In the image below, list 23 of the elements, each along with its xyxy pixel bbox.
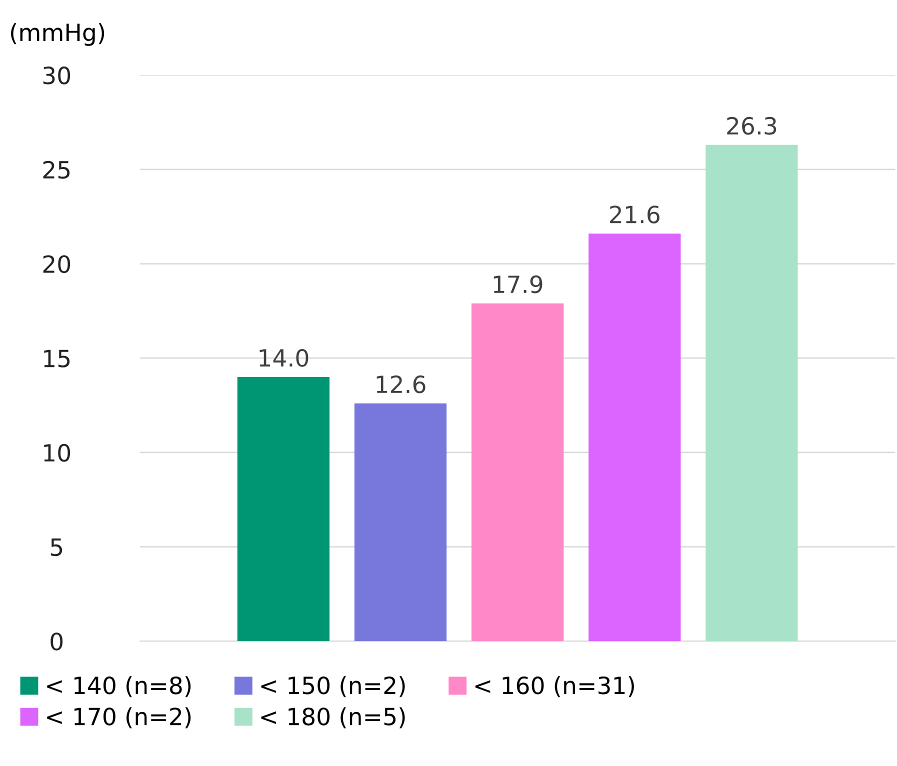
bar	[471, 303, 564, 642]
y-tick-label: 25	[43, 160, 70, 179]
legend-label: < 180 (n=5)	[261, 707, 405, 728]
legend-label: < 160 (n=31)	[475, 676, 634, 698]
y-tick-label: 20	[43, 255, 70, 274]
data-label: 12.6	[376, 375, 426, 394]
legend-label: < 150 (n=2)	[261, 676, 405, 698]
data-label: 17.9	[494, 275, 542, 294]
y-tick-label: 15	[44, 350, 70, 368]
legend-label: < 170 (n=2)	[47, 707, 191, 728]
bar	[237, 376, 330, 642]
y-tick-label: 0	[50, 632, 63, 650]
y-tick-label: 30	[43, 66, 70, 84]
bar	[706, 144, 798, 642]
y-axis-title: (mmHg)	[11, 23, 104, 46]
data-label: 21.6	[610, 206, 660, 224]
data-label: 14.0	[260, 348, 308, 367]
bar	[354, 403, 447, 642]
data-label: 26.3	[727, 116, 776, 135]
bar	[588, 234, 681, 642]
y-tick-label: 5	[50, 538, 62, 556]
y-tick-label: 10	[44, 444, 70, 462]
legend-label: < 140 (n=8)	[47, 676, 191, 698]
